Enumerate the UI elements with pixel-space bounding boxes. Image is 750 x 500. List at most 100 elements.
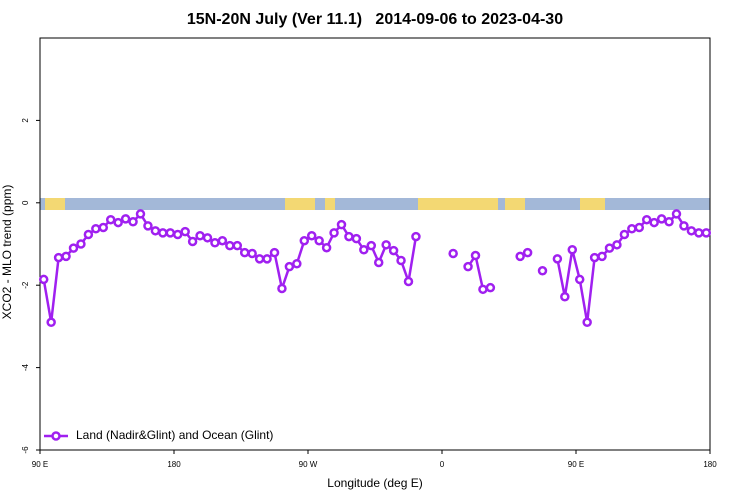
land-patch xyxy=(325,198,335,210)
point xyxy=(68,243,79,253)
plot-frame xyxy=(39,37,711,451)
x-axis-label: Longitude (deg E) xyxy=(327,476,422,490)
point xyxy=(239,247,250,258)
point xyxy=(165,228,176,238)
map-strip xyxy=(40,198,710,210)
point xyxy=(448,248,458,259)
point xyxy=(470,250,481,261)
point xyxy=(351,233,362,244)
x-tick-label: 0 xyxy=(440,460,445,469)
point xyxy=(329,228,339,238)
land-patch xyxy=(580,198,605,210)
point xyxy=(694,228,704,238)
point xyxy=(105,214,116,225)
point xyxy=(649,217,659,228)
point xyxy=(604,243,615,253)
y-tick-label: 0 xyxy=(21,200,30,205)
point xyxy=(701,228,712,238)
point xyxy=(187,236,198,247)
point xyxy=(560,291,570,302)
point xyxy=(537,266,548,276)
point xyxy=(195,231,205,241)
legend-label: Land (Nadir&Glint) and Ocean (Glint) xyxy=(76,428,273,442)
point xyxy=(135,209,146,219)
point xyxy=(478,284,488,295)
point xyxy=(515,251,525,262)
point xyxy=(366,240,377,251)
point xyxy=(359,245,369,255)
land-patch xyxy=(418,198,498,210)
point xyxy=(344,231,354,242)
point xyxy=(411,231,421,242)
point xyxy=(292,259,302,269)
point xyxy=(567,245,578,255)
point xyxy=(619,229,630,240)
point xyxy=(314,235,324,246)
point xyxy=(463,261,473,272)
point xyxy=(679,221,689,231)
x-tick-label: 90 E xyxy=(32,460,48,469)
point xyxy=(612,240,622,250)
point xyxy=(120,214,131,224)
point xyxy=(150,226,161,236)
point xyxy=(641,214,652,225)
point xyxy=(225,240,235,251)
point xyxy=(83,229,94,240)
chart-title: 15N-20N July (Ver 11.1) 2014-09-06 to 20… xyxy=(187,11,563,28)
land-patch xyxy=(285,198,315,210)
point xyxy=(91,224,101,234)
point xyxy=(664,217,674,227)
point xyxy=(306,231,317,241)
point xyxy=(113,217,123,228)
point xyxy=(98,222,109,233)
point xyxy=(38,274,49,285)
point xyxy=(284,261,295,272)
point xyxy=(217,235,228,246)
point xyxy=(388,245,399,256)
x-tick-label: 180 xyxy=(703,460,717,469)
point xyxy=(589,252,600,263)
point xyxy=(232,240,243,251)
point xyxy=(522,247,533,258)
point xyxy=(269,247,280,258)
point xyxy=(373,257,384,268)
point xyxy=(53,252,64,263)
point xyxy=(381,240,391,250)
y-tick-label: -4 xyxy=(21,363,30,371)
point xyxy=(180,226,190,237)
ocean-strip xyxy=(40,198,710,210)
point xyxy=(634,222,645,233)
point xyxy=(143,221,153,231)
point xyxy=(485,282,496,293)
point xyxy=(254,254,265,264)
y-tick-label: -2 xyxy=(21,281,30,289)
point xyxy=(46,317,56,328)
land-patch xyxy=(505,198,525,210)
series-line xyxy=(42,211,707,323)
point xyxy=(552,254,563,264)
point xyxy=(277,283,287,294)
point xyxy=(172,229,183,240)
point xyxy=(396,255,406,266)
land-patch xyxy=(45,198,65,210)
x-tick-label: 90 W xyxy=(299,460,318,469)
point xyxy=(321,242,332,253)
y-axis-label: XCO2 - MLO trend (ppm) xyxy=(0,185,14,320)
point xyxy=(656,214,667,224)
legend-marker xyxy=(51,431,61,441)
point xyxy=(262,254,272,264)
point xyxy=(210,238,220,248)
point xyxy=(158,228,168,238)
y-tick-label: 2 xyxy=(21,118,30,123)
point xyxy=(247,248,257,259)
point xyxy=(686,226,697,236)
x-tick-label: 180 xyxy=(167,460,181,469)
point xyxy=(299,235,310,246)
point xyxy=(627,224,637,234)
point xyxy=(574,274,585,285)
y-tick-label: -6 xyxy=(21,446,30,454)
point xyxy=(76,239,86,249)
point xyxy=(671,209,682,219)
point xyxy=(61,251,71,262)
